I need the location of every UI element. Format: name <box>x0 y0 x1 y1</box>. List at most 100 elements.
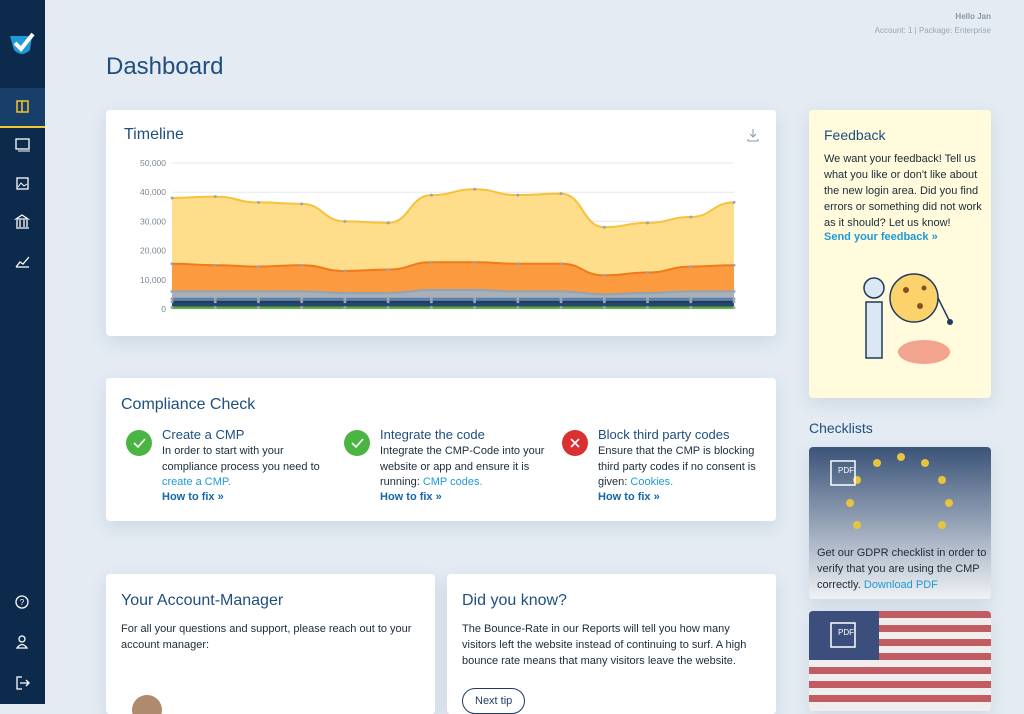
item-title: Integrate the code <box>380 427 485 442</box>
status-icon <box>562 430 588 456</box>
next-tip-button[interactable]: Next tip <box>462 688 526 714</box>
point <box>429 288 433 292</box>
item-link[interactable]: create a CMP. <box>162 476 231 488</box>
point <box>386 300 390 304</box>
point <box>473 288 477 292</box>
feedback-card: Feedback We want your feedback! Tell us … <box>809 110 991 398</box>
how-to-fix[interactable]: How to fix » <box>162 491 224 503</box>
item-link[interactable]: CMP codes. <box>422 476 483 488</box>
point <box>386 306 390 310</box>
download-link[interactable]: Download PDF <box>863 579 938 591</box>
point <box>646 297 650 301</box>
feedback-text: We want your feedback! Tell us what you … <box>824 153 982 229</box>
point <box>732 263 736 267</box>
point <box>256 306 260 310</box>
point <box>602 300 606 304</box>
point <box>732 300 736 304</box>
area <box>172 301 734 308</box>
point <box>516 262 520 266</box>
point <box>213 289 217 293</box>
point <box>689 297 693 301</box>
compliance-title: Compliance Check <box>121 396 256 413</box>
point <box>170 297 174 301</box>
point <box>343 269 347 273</box>
point <box>516 289 520 293</box>
point <box>213 300 217 304</box>
point <box>602 225 606 229</box>
y-tick-label: 0 <box>161 304 166 314</box>
point <box>689 215 693 219</box>
how-to-fix[interactable]: How to fix » <box>598 491 660 503</box>
point <box>689 265 693 269</box>
nav-legal[interactable] <box>0 203 45 241</box>
point <box>429 300 433 304</box>
checklist-card[interactable]: PDF <box>809 611 991 711</box>
point <box>213 297 217 301</box>
point <box>732 306 736 310</box>
point <box>516 297 520 301</box>
feedback-title: Feedback <box>824 127 886 143</box>
point <box>473 297 477 301</box>
checklist-desc: Get our GDPR checklist in order to verif… <box>817 547 987 591</box>
point <box>473 306 477 310</box>
point <box>429 193 433 197</box>
eu-flag-image <box>809 447 991 599</box>
nav-logout[interactable] <box>0 664 45 702</box>
pdf-badge: PDF <box>838 628 854 637</box>
point <box>170 300 174 304</box>
status-icon <box>344 430 370 456</box>
compliance-card: Compliance Check Create a CMP In order to… <box>106 378 776 521</box>
y-tick-label: 10,000 <box>140 275 166 285</box>
point <box>256 200 260 204</box>
point <box>386 291 390 295</box>
item-title: Create a CMP <box>162 427 245 442</box>
point <box>646 291 650 295</box>
point <box>343 297 347 301</box>
point <box>170 196 174 200</box>
checklists-title: Checklists <box>809 420 873 436</box>
nav-pages[interactable] <box>0 126 45 164</box>
did-you-know-card: Did you know? The Bounce-Rate in our Rep… <box>447 574 776 714</box>
did-you-know-text: The Bounce-Rate in our Reports will tell… <box>462 623 747 667</box>
point <box>300 202 304 206</box>
nav-help[interactable]: ? <box>0 583 45 621</box>
item-link[interactable]: Cookies. <box>630 476 674 488</box>
nav-profile[interactable] <box>0 623 45 661</box>
area <box>172 262 734 295</box>
us-flag-image <box>809 611 991 711</box>
nav-stats[interactable] <box>0 242 45 280</box>
point <box>516 300 520 304</box>
point <box>343 291 347 295</box>
area-line <box>171 289 735 296</box>
point <box>646 300 650 304</box>
area-line <box>171 261 735 277</box>
point <box>343 219 347 223</box>
point <box>256 265 260 269</box>
point <box>213 195 217 199</box>
sidebar: ? <box>0 0 45 704</box>
logo[interactable] <box>6 28 38 60</box>
item-desc: In order to start with your compliance p… <box>162 445 320 473</box>
nav-media[interactable] <box>0 165 45 203</box>
point <box>689 300 693 304</box>
feedback-illustration <box>863 273 953 364</box>
point <box>646 221 650 225</box>
account-manager-title: Your Account-Manager <box>121 592 284 609</box>
nav-dashboard[interactable] <box>0 88 45 128</box>
how-to-fix[interactable]: How to fix » <box>380 491 442 503</box>
feedback-link[interactable]: Send your feedback » <box>824 231 938 243</box>
point <box>559 306 563 310</box>
point <box>602 273 606 277</box>
point <box>732 200 736 204</box>
point <box>689 289 693 293</box>
point <box>170 289 174 293</box>
y-tick-label: 50,000 <box>140 158 166 168</box>
point <box>602 297 606 301</box>
point <box>516 306 520 310</box>
point <box>646 271 650 274</box>
item-text: Integrate the CMP-Code into your website… <box>380 444 545 491</box>
account-info: Account: 1 | Package: Enterprise <box>874 26 991 35</box>
download-icon[interactable] <box>746 128 760 142</box>
point <box>170 262 174 266</box>
checklist-card[interactable]: PDF Get our GDPR checklist in order to v… <box>809 447 991 599</box>
